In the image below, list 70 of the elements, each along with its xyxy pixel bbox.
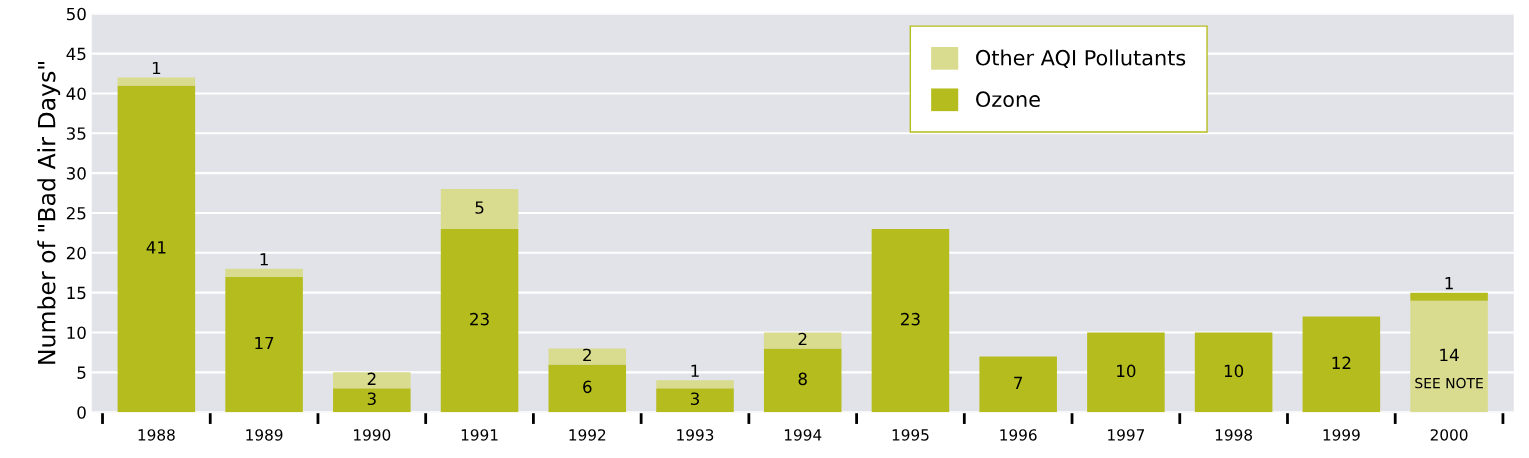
x-tick-label: 1999 (1323, 429, 1360, 441)
bar (1410, 292, 1488, 301)
data-label: 5 (475, 201, 484, 214)
data-label: 10 (1224, 364, 1244, 378)
y-tick-label: 15 (67, 286, 86, 300)
x-tick-label: 2000 (1430, 429, 1468, 441)
x-tick-label: 1990 (354, 429, 391, 441)
data-label: 23 (901, 312, 920, 326)
y-axis-title: Number of "Bad Air Days" (37, 62, 61, 364)
data-label: 12 (1332, 356, 1351, 369)
data-label: 3 (367, 392, 376, 406)
data-label: 1 (691, 364, 699, 377)
bar (333, 388, 411, 413)
x-tick-label: 1991 (461, 429, 498, 441)
data-label: 8 (798, 372, 807, 386)
bar (656, 380, 734, 389)
data-label: 7 (1014, 376, 1023, 389)
data-label: 17 (255, 336, 274, 350)
data-label: 41 (146, 241, 166, 254)
bar (1302, 316, 1381, 413)
bar (117, 85, 196, 413)
y-tick-label: 50 (66, 7, 86, 21)
x-tick-label: 1998 (1215, 429, 1253, 441)
y-tick-label: 20 (66, 246, 86, 260)
data-label: 1 (1445, 277, 1453, 290)
y-tick-label: 10 (67, 326, 86, 340)
x-tick-label: 1993 (677, 429, 714, 441)
bar (763, 348, 842, 413)
bar (548, 364, 627, 413)
data-label: 14 (1440, 348, 1459, 362)
data-label: 23 (470, 312, 489, 326)
x-tick-label: 1995 (892, 429, 929, 441)
y-tick-label: 40 (66, 87, 86, 100)
x-tick-label: 1997 (1108, 429, 1145, 441)
bar (333, 372, 411, 389)
bar (1194, 332, 1273, 413)
bar (440, 228, 519, 413)
legend-label: Ozone (976, 91, 1040, 108)
x-tick-label: 1989 (246, 429, 283, 441)
data-label: 3 (690, 392, 699, 406)
y-tick-label: 5 (77, 366, 86, 379)
data-label: 2 (583, 348, 591, 362)
y-tick-label: 0 (77, 406, 86, 419)
y-tick-label: 35 (66, 127, 86, 140)
x-tick-label: 1994 (784, 429, 822, 441)
x-tick-label: 1996 (1000, 429, 1037, 441)
data-label: 2 (798, 332, 807, 346)
bar (656, 388, 734, 413)
y-tick-label: 30 (66, 167, 86, 180)
data-label: 6 (583, 380, 592, 394)
bar (979, 356, 1057, 413)
legend-label: Other AQI Pollutants (976, 49, 1186, 68)
bar (1410, 300, 1488, 413)
data-label: 1 (260, 253, 268, 266)
y-tick-label: 45 (66, 47, 86, 61)
bar (548, 348, 627, 365)
annotation: SEE NOTE (1415, 377, 1483, 389)
bar (117, 77, 196, 86)
bar (440, 189, 519, 229)
bar (1087, 332, 1165, 413)
y-tick-label: 25 (66, 206, 86, 220)
bar (763, 332, 842, 349)
bar (225, 268, 303, 277)
x-tick-label: 1992 (569, 429, 606, 441)
x-tick-label: 1988 (138, 429, 175, 441)
data-label: 10 (1117, 364, 1136, 378)
bar (871, 228, 950, 413)
bar (225, 276, 303, 413)
data-label: 1 (152, 61, 161, 75)
data-label: 2 (367, 372, 376, 385)
